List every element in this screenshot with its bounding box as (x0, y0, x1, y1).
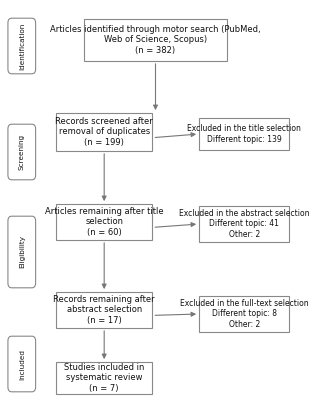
Text: Records screened after
removal of duplicates
(n = 199): Records screened after removal of duplic… (55, 117, 153, 147)
FancyBboxPatch shape (8, 18, 36, 74)
FancyBboxPatch shape (199, 118, 289, 150)
Text: Articles remaining after title
selection
(n = 60): Articles remaining after title selection… (45, 207, 164, 237)
FancyBboxPatch shape (56, 113, 152, 151)
FancyBboxPatch shape (8, 124, 36, 180)
Text: Articles identified through motor search (PubMed,
Web of Science, Scopus)
(n = 3: Articles identified through motor search… (50, 25, 261, 55)
Text: Excluded in the full-text selection
Different topic: 8
Other: 2: Excluded in the full-text selection Diff… (180, 299, 309, 329)
FancyBboxPatch shape (8, 336, 36, 392)
Text: Excluded in the abstract selection
Different topic: 41
Other: 2: Excluded in the abstract selection Diffe… (179, 209, 309, 239)
FancyBboxPatch shape (56, 292, 152, 328)
Text: Excluded in the title selection
Different topic: 139: Excluded in the title selection Differen… (187, 124, 301, 144)
Text: Included: Included (19, 348, 25, 380)
FancyBboxPatch shape (8, 216, 36, 288)
Text: Identification: Identification (19, 22, 25, 70)
Text: Eligibility: Eligibility (19, 236, 25, 268)
FancyBboxPatch shape (199, 296, 289, 332)
Text: Studies included in
systematic review
(n = 7): Studies included in systematic review (n… (64, 363, 144, 393)
FancyBboxPatch shape (199, 206, 289, 242)
FancyBboxPatch shape (84, 19, 227, 61)
FancyBboxPatch shape (56, 362, 152, 394)
Text: Screening: Screening (19, 134, 25, 170)
Text: Records remaining after
abstract selection
(n = 17): Records remaining after abstract selecti… (53, 295, 155, 325)
FancyBboxPatch shape (56, 204, 152, 240)
